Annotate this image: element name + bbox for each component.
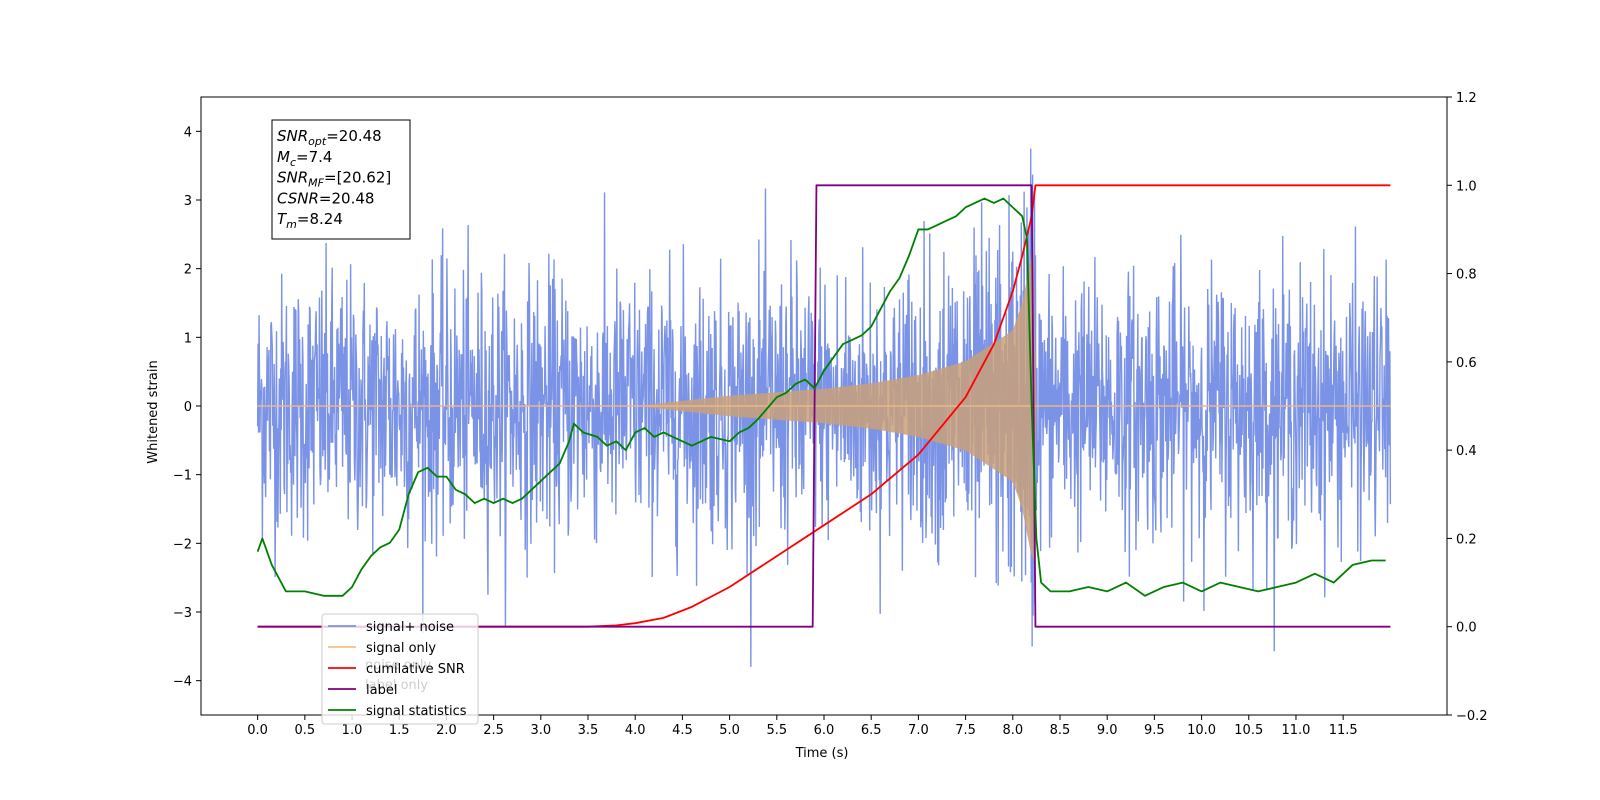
x-tick-label: 2.5 bbox=[483, 723, 504, 738]
y-right-tick-label: 0.2 bbox=[1456, 532, 1477, 547]
x-tick-label: 5.5 bbox=[766, 723, 787, 738]
y-left-tick-label: −4 bbox=[173, 675, 192, 690]
y-left-tick-label: 0 bbox=[184, 400, 192, 415]
y-right-tick-label: 1.2 bbox=[1456, 91, 1477, 106]
series-label bbox=[257, 184, 1391, 628]
info-value: =20.48 bbox=[319, 189, 375, 207]
info-symbol: T bbox=[277, 210, 288, 228]
x-tick-label: 5.0 bbox=[719, 723, 740, 738]
x-tick-label: 6.0 bbox=[814, 723, 835, 738]
y-right-tick-label: 0.0 bbox=[1456, 621, 1477, 636]
y-right-tick-label: 0.8 bbox=[1456, 268, 1477, 283]
info-symbol: SNR bbox=[277, 127, 308, 145]
info-subscript: c bbox=[290, 156, 296, 169]
x-tick-label: 0.5 bbox=[294, 723, 315, 738]
x-tick-label: 10.0 bbox=[1187, 723, 1216, 738]
info-subscript: opt bbox=[308, 135, 327, 148]
legend: noise onlylabel onlysignal+ noisesignal … bbox=[321, 613, 479, 725]
legend-frame bbox=[321, 613, 479, 725]
x-tick-label: 3.5 bbox=[578, 723, 599, 738]
info-line: SNRMF=[20.62] bbox=[277, 169, 391, 190]
series-signal-statistics bbox=[256, 197, 1386, 597]
legend-label: signal only bbox=[366, 641, 436, 656]
x-tick-label: 1.5 bbox=[389, 723, 410, 738]
info-value: =7.4 bbox=[296, 148, 332, 166]
series-signal-noise bbox=[256, 148, 1392, 667]
x-tick-label: 4.5 bbox=[672, 723, 693, 738]
y-left-tick-label: 2 bbox=[184, 263, 192, 278]
y-left-tick-label: 3 bbox=[184, 194, 192, 209]
info-line: Mc=7.4 bbox=[277, 148, 332, 169]
x-tick-label: 11.0 bbox=[1281, 723, 1310, 738]
info-subscript: m bbox=[286, 218, 297, 231]
x-tick-label: 9.0 bbox=[1097, 723, 1118, 738]
info-value: =20.48 bbox=[326, 127, 382, 145]
y-left-tick-label: −3 bbox=[173, 606, 192, 621]
info-subscript: MF bbox=[308, 177, 324, 190]
y-right-tick-label: 0.4 bbox=[1456, 444, 1477, 459]
y-axis-label: Whitened strain bbox=[146, 360, 161, 463]
y-left-tick-label: 1 bbox=[184, 331, 192, 346]
info-value: =[20.62] bbox=[324, 169, 391, 187]
legend-label: signal statistics bbox=[366, 704, 467, 719]
x-tick-label: 11.5 bbox=[1329, 723, 1358, 738]
x-tick-label: 3.0 bbox=[530, 723, 551, 738]
x-tick-label: 10.5 bbox=[1234, 723, 1263, 738]
info-symbol: CSNR bbox=[277, 189, 319, 207]
info-box: SNRopt=20.48Mc=7.4SNRMF=[20.62]CSNR=20.4… bbox=[271, 119, 411, 240]
x-tick-label: 0.0 bbox=[247, 723, 268, 738]
x-tick-label: 8.0 bbox=[1002, 723, 1023, 738]
x-tick-label: 8.5 bbox=[1050, 723, 1071, 738]
y-right-tick-label: 0.6 bbox=[1456, 356, 1477, 371]
plot-area bbox=[256, 148, 1392, 667]
x-tick-label: 9.5 bbox=[1144, 723, 1165, 738]
y-left-tick-label: −2 bbox=[173, 537, 192, 552]
info-box-frame bbox=[271, 119, 411, 240]
legend-label: label bbox=[366, 683, 397, 698]
info-line: SNRopt=20.48 bbox=[277, 127, 382, 148]
info-value: =8.24 bbox=[297, 210, 343, 228]
x-tick-label: 2.0 bbox=[436, 723, 457, 738]
x-tick-label: 7.5 bbox=[955, 723, 976, 738]
axes: 0.0 0.5 1.0 1.5 2.0 2.5 3.0 3.5 4.0 4.5 5.0 5.5 6.0 6… bbox=[173, 91, 1488, 738]
legend-label: cumilative SNR bbox=[366, 662, 465, 677]
y-left-tick-label: 4 bbox=[184, 125, 192, 140]
y-left-tick-label: −1 bbox=[173, 469, 192, 484]
x-tick-label: 7.0 bbox=[908, 723, 929, 738]
x-tick-label: 1.0 bbox=[342, 723, 363, 738]
y-right-tick-label: −0.2 bbox=[1456, 709, 1488, 724]
y-right-tick-label: 1.0 bbox=[1456, 179, 1477, 194]
series-cumulative-snr bbox=[257, 184, 1391, 628]
plot-series-group bbox=[256, 148, 1392, 667]
x-tick-label: 4.0 bbox=[625, 723, 646, 738]
info-symbol: SNR bbox=[277, 169, 308, 187]
x-tick-label: 6.5 bbox=[861, 723, 882, 738]
info-line: Tm=8.24 bbox=[277, 210, 343, 231]
info-symbol: M bbox=[277, 148, 290, 166]
legend-label: signal+ noise bbox=[366, 620, 454, 635]
info-line: CSNR=20.48 bbox=[277, 189, 374, 207]
x-axis-label: Time (s) bbox=[795, 746, 849, 761]
